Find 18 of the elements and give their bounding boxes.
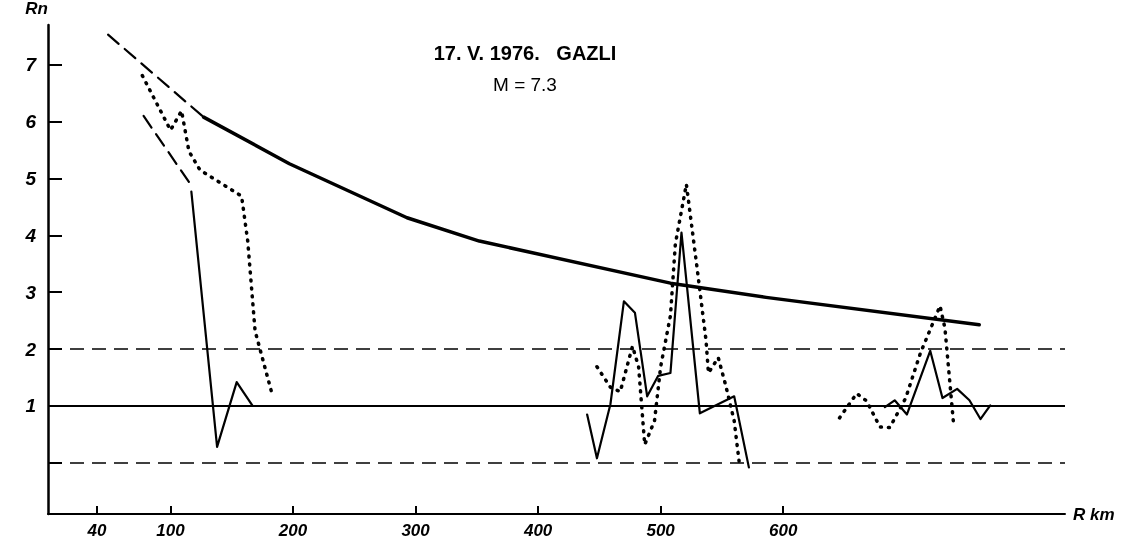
y-tick-label: 1 xyxy=(25,395,36,417)
x-tick-label: 600 xyxy=(768,521,798,540)
y-tick-label: 6 xyxy=(25,111,37,133)
x-tick-label: 300 xyxy=(401,521,431,540)
y-tick-label: 5 xyxy=(25,168,37,190)
x-tick-label: 500 xyxy=(646,521,676,540)
y-tick-label: 3 xyxy=(25,281,37,303)
text: 17. V. 1976. GAZLI xyxy=(433,42,617,64)
x-axis-title: R km xyxy=(1073,504,1115,524)
x-tick-label: 100 xyxy=(156,521,186,540)
x-tick-label: 400 xyxy=(522,521,553,540)
y-tick-label: 2 xyxy=(24,338,37,360)
x-tick-label: 40 xyxy=(86,521,108,540)
x-tick-label: 200 xyxy=(277,521,308,540)
y-axis-title: Rn xyxy=(25,0,48,18)
text: M = 7.3 xyxy=(493,74,557,95)
y-tick-label: 4 xyxy=(24,224,37,246)
y-tick-label: 7 xyxy=(25,54,38,76)
